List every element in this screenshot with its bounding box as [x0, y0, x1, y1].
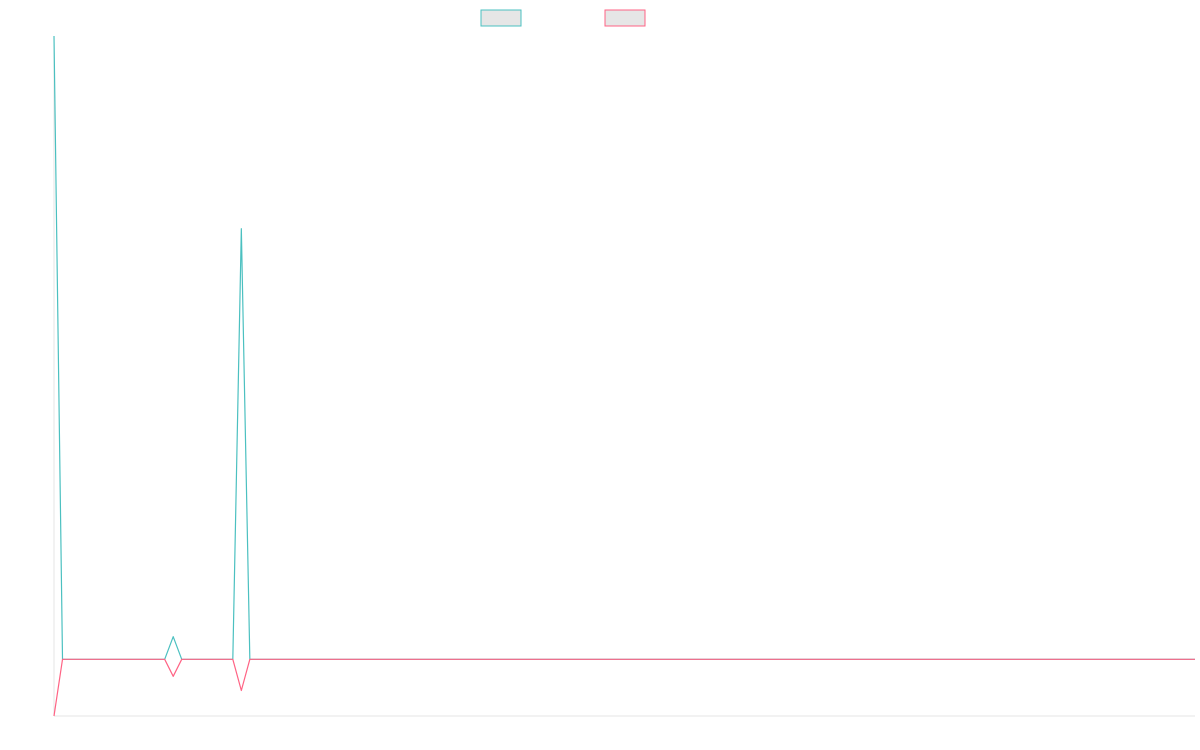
legend-swatch-2[interactable] [604, 9, 646, 27]
legend-item-2[interactable] [604, 9, 646, 27]
chart-legend[interactable] [480, 9, 646, 27]
legend-swatch-1[interactable] [480, 9, 522, 27]
legend-item-1[interactable] [480, 9, 522, 27]
chart-axes [53, 36, 1195, 717]
series-line-2 [53, 658, 1195, 717]
series-line-1 [53, 35, 1195, 660]
chart-series [53, 35, 1195, 717]
